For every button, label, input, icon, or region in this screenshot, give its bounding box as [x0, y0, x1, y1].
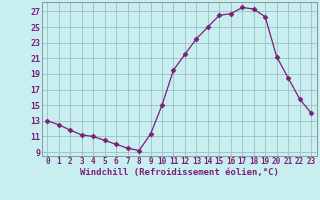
X-axis label: Windchill (Refroidissement éolien,°C): Windchill (Refroidissement éolien,°C): [80, 168, 279, 177]
